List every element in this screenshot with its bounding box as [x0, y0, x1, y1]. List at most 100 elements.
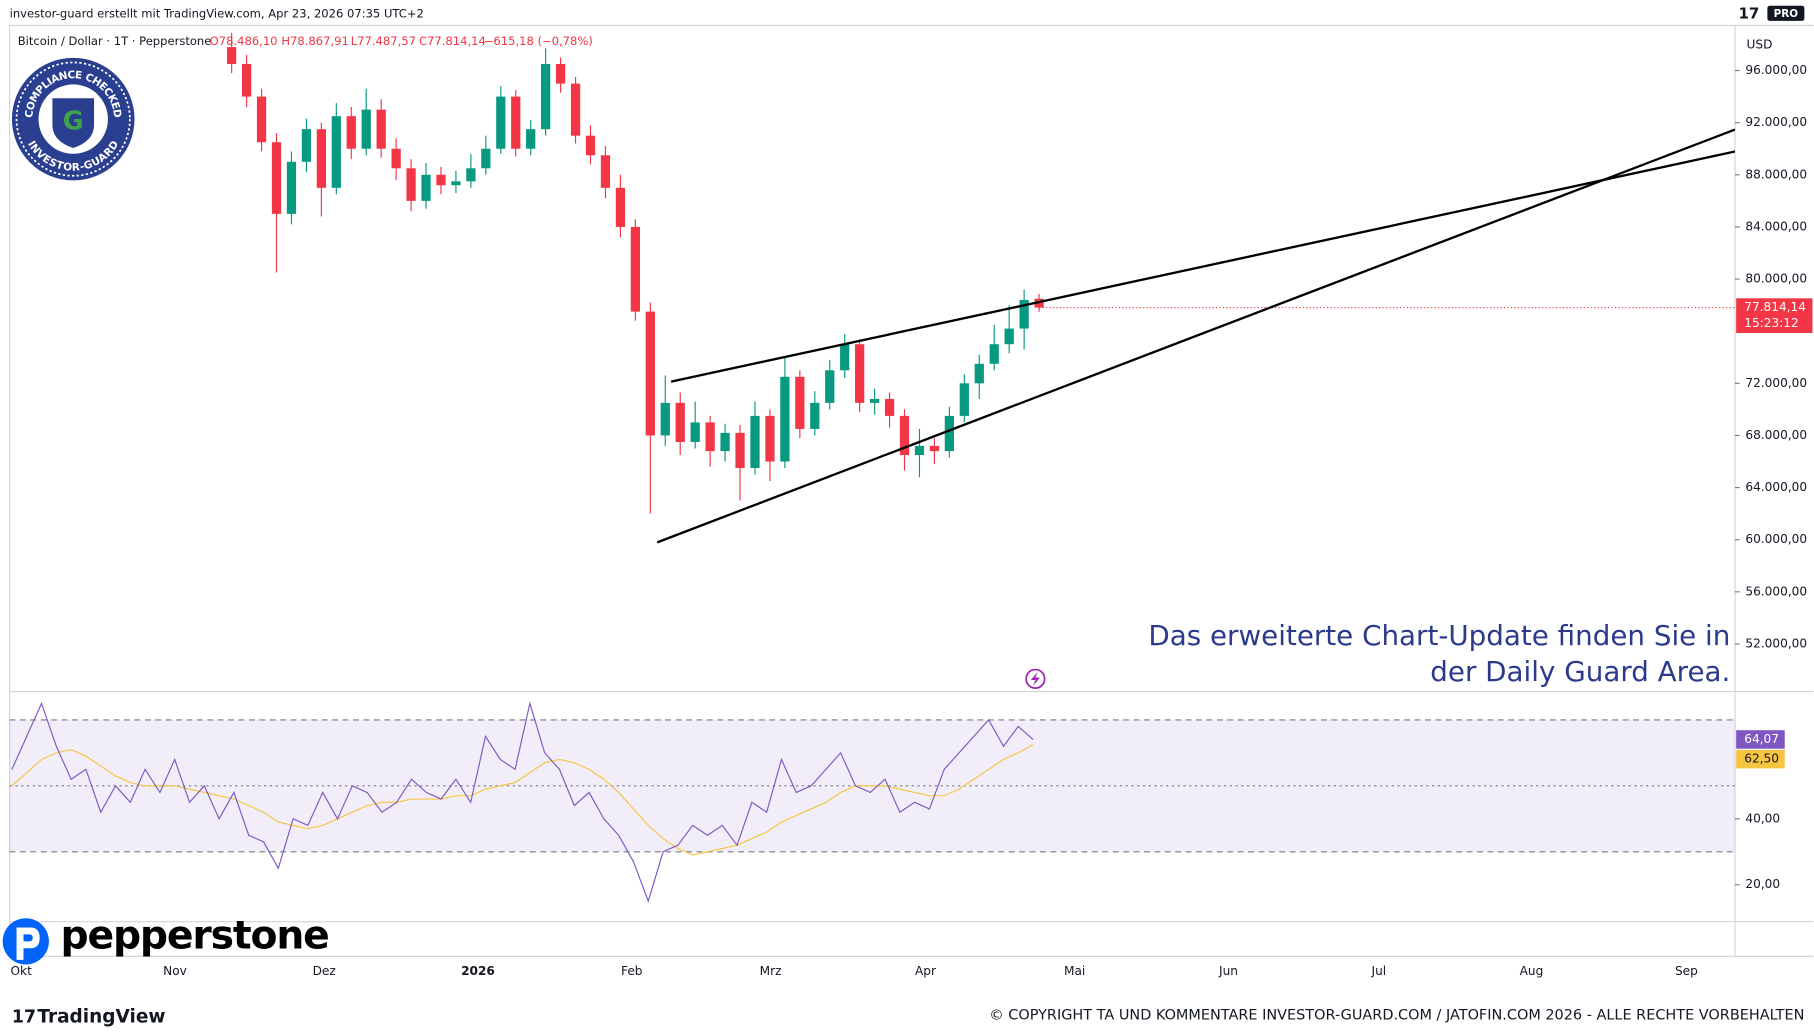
- candle-body: [361, 109, 371, 149]
- candle-body: [436, 174, 446, 186]
- pro-text: PRO: [1774, 8, 1799, 20]
- rsi-pane: [9, 701, 1735, 904]
- candle-body: [600, 155, 611, 188]
- trendlines: [656, 128, 1735, 544]
- badge-shield: [52, 98, 95, 149]
- pro-box: [1767, 5, 1805, 21]
- tv-mark: 17: [1738, 4, 1759, 22]
- candle-body: [526, 129, 536, 149]
- candle-body: [511, 96, 521, 149]
- broker-logo: pepperstone: [2, 913, 330, 965]
- candle-body: [720, 432, 730, 452]
- candle-body: [645, 311, 655, 436]
- y-tick-label: 56.000,00: [1745, 584, 1807, 598]
- candle-body: [615, 187, 626, 227]
- candle-body: [286, 161, 297, 214]
- upper-trendline: [670, 150, 1735, 383]
- candle-body: [466, 168, 476, 182]
- header-credit: investor-guard erstellt mit TradingView.…: [10, 6, 424, 20]
- candle-body: [944, 415, 954, 452]
- compliance-badge: G COMPLIANCE CHECKED INVESTOR-GUARD: [11, 57, 135, 181]
- legend: Bitcoin / Dollar · 1T · Pepperstone O78.…: [18, 34, 593, 48]
- candle-body: [331, 116, 341, 188]
- candle-body: [660, 402, 670, 436]
- candle-body: [241, 64, 252, 97]
- candle-body: [227, 47, 237, 65]
- rsi-tick-label: 20,00: [1745, 877, 1780, 891]
- copyright: © COPYRIGHT TA UND KOMMENTARE INVESTOR-G…: [989, 1007, 1804, 1023]
- candle-body: [555, 64, 566, 84]
- footer: 17 TradingView © COPYRIGHT TA UND KOMMEN…: [12, 1007, 1804, 1028]
- candle-body: [376, 109, 386, 149]
- x-tick-label: 2026: [461, 964, 495, 978]
- x-tick-label: Apr: [915, 964, 936, 978]
- ohlc-open: O78.486,10: [210, 34, 278, 48]
- x-tick-label: Mrz: [760, 964, 782, 978]
- candle-body: [585, 135, 596, 156]
- annotation: Das erweiterte Chart-Update finden Sie i…: [1148, 619, 1730, 652]
- candle-body: [750, 415, 760, 469]
- price-pane: [227, 32, 1044, 514]
- ohlc-low: L77.487,57: [351, 34, 416, 48]
- y-tick-label: 80.000,00: [1745, 272, 1807, 286]
- footer-brand: TradingView: [37, 1007, 165, 1028]
- rsi-value-tag: [1736, 730, 1785, 749]
- countdown: 15:23:12: [1744, 316, 1798, 330]
- event-icon[interactable]: [1025, 668, 1046, 689]
- y-tick-label: 60.000,00: [1745, 532, 1807, 546]
- candle-body: [974, 363, 984, 384]
- candle-body: [496, 96, 506, 149]
- x-tick-label: Nov: [163, 964, 187, 978]
- y-tick-label: 88.000,00: [1745, 167, 1807, 181]
- candle-body: [899, 415, 910, 455]
- candle-body: [316, 129, 326, 188]
- y-tick-label: 72.000,00: [1745, 376, 1807, 390]
- candle-body: [391, 148, 401, 169]
- y-tick-label: 68.000,00: [1745, 428, 1807, 442]
- candle-body: [765, 415, 775, 462]
- candle-body: [630, 226, 640, 312]
- candle-body: [959, 383, 969, 416]
- rsi-line: [11, 701, 1034, 904]
- candle-body: [869, 398, 880, 403]
- x-tick-label: Mai: [1064, 964, 1085, 978]
- candle-body: [301, 129, 312, 162]
- badge-letter: G: [63, 106, 84, 136]
- x-tick-label: Okt: [11, 964, 33, 978]
- candle-body: [810, 402, 820, 429]
- ohlc-close: C77.814,14: [419, 34, 486, 48]
- y-tick-label: 92.000,00: [1745, 115, 1807, 129]
- broker-p: [16, 927, 40, 960]
- currency: USD: [1747, 38, 1773, 52]
- y-tick-label: 52.000,00: [1745, 636, 1807, 650]
- candle-body: [780, 376, 790, 462]
- x-tick-label: Jun: [1218, 964, 1238, 978]
- candle-body: [914, 445, 925, 455]
- axes: 96.000,00 92.000,00 88.000,00 84.000,00 80.0…: [11, 63, 1813, 978]
- candle-body: [855, 344, 865, 403]
- candle-body: [795, 376, 805, 429]
- broker-name: pepperstone: [60, 913, 328, 958]
- candle-body: [481, 148, 491, 169]
- ohlc-high: H78.867,91: [281, 34, 348, 48]
- candle-body: [570, 83, 581, 136]
- rsi-ma-label: 62,50: [1744, 752, 1779, 766]
- lower-trendline: [656, 128, 1735, 544]
- candle-body: [825, 370, 835, 403]
- candle-body: [929, 445, 940, 452]
- candle-body: [884, 398, 895, 416]
- x-tick-label: Aug: [1520, 964, 1544, 978]
- rsi-ma-tag: [1736, 749, 1785, 769]
- candle-body: [735, 432, 745, 469]
- last-price-tag: [1736, 298, 1813, 333]
- candle-body: [451, 181, 461, 186]
- candle-body: [705, 422, 715, 452]
- x-tick-label: Dez: [313, 964, 336, 978]
- event-bolt: [1030, 671, 1040, 686]
- rsi-tick-label: 40,00: [1745, 811, 1780, 825]
- candle-body: [989, 344, 999, 364]
- symbol: Bitcoin / Dollar · 1T · Pepperstone: [18, 34, 212, 48]
